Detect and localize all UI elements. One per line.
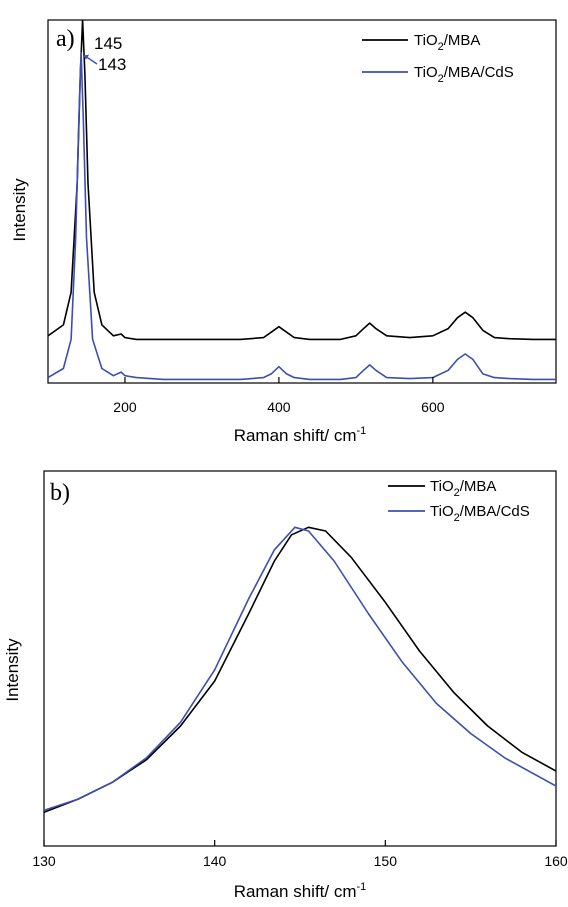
x-axis-title-main: Raman shift/ cm <box>234 426 357 445</box>
annotation-arrowhead <box>83 54 90 60</box>
plot-frame <box>47 19 557 384</box>
legend-text-rest: /MBA/CdS <box>460 503 530 520</box>
series-line-1 <box>48 20 556 341</box>
legend-text-rest: /MBA <box>460 478 497 495</box>
x-tick-label: 140 <box>203 853 227 869</box>
annotation-arrow <box>85 56 98 65</box>
legend-text-main: TiO <box>414 32 438 49</box>
legend-subscript: 2 <box>438 73 444 85</box>
x-tick-label: 600 <box>421 399 445 415</box>
x-axis-title-superscript: -1 <box>357 881 367 893</box>
legend-subscript: 2 <box>438 41 444 53</box>
legend-label-2: TiO2/MBA/CdS <box>430 503 530 524</box>
x-tick-label: 200 <box>113 399 137 415</box>
legend-text-main: TiO <box>430 503 454 520</box>
x-axis-title: Raman shift/ cm-1 <box>234 881 367 901</box>
panel-label: a) <box>56 26 75 52</box>
peak-annotation: 143 <box>98 55 126 74</box>
legend-subscript: 2 <box>454 487 460 499</box>
plot-frame <box>43 470 557 847</box>
legend-label-2: TiO2/MBA/CdS <box>414 64 514 85</box>
panel-label: b) <box>50 480 70 506</box>
series-line-2 <box>44 526 556 812</box>
x-axis-title-main: Raman shift/ cm <box>234 882 357 901</box>
legend-text-main: TiO <box>414 64 438 81</box>
legend-text-rest: /MBA <box>444 32 481 49</box>
x-tick-label: 160 <box>544 853 568 869</box>
legend-subscript: 2 <box>454 512 460 524</box>
series-line-1 <box>44 526 556 814</box>
legend-text-main: TiO <box>430 478 454 495</box>
x-axis-title: Raman shift/ cm-1 <box>234 425 367 445</box>
legend-label-1: TiO2/MBA <box>414 32 480 53</box>
series-line-2 <box>48 51 556 381</box>
peak-annotation: 145 <box>94 34 122 53</box>
y-axis-title: Intensity <box>10 178 29 242</box>
legend-text-rest: /MBA/CdS <box>444 64 514 81</box>
x-tick-label: 150 <box>374 853 398 869</box>
x-axis-title-superscript: -1 <box>357 425 367 437</box>
legend-label-1: TiO2/MBA <box>430 478 496 499</box>
y-axis-title: Intensity <box>3 638 22 702</box>
x-tick-label: 400 <box>267 399 291 415</box>
x-tick-label: 130 <box>32 853 56 869</box>
